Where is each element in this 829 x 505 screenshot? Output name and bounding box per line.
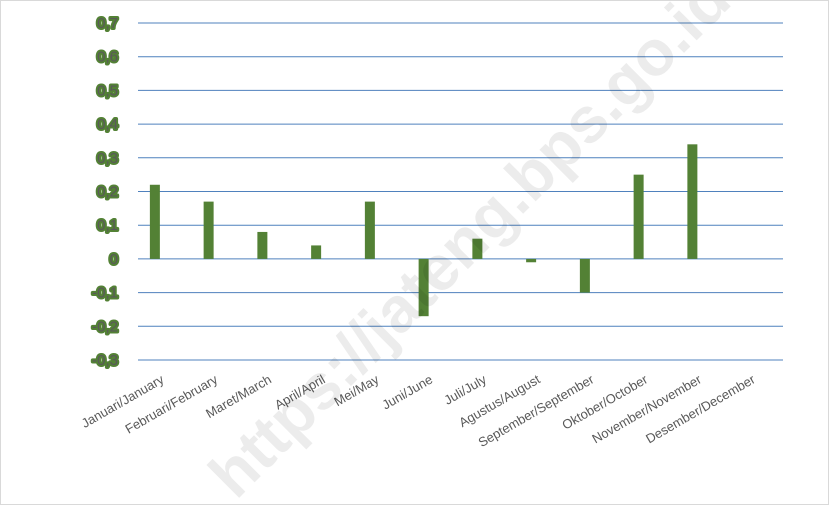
bar — [526, 258, 537, 263]
y-tick-label: 0,5 — [97, 82, 118, 99]
bar — [257, 231, 268, 259]
y-tick-label: 0 — [110, 251, 118, 268]
y-tick-label: 0,4 — [97, 116, 118, 133]
bar — [203, 201, 214, 259]
y-tick-label: -0,2 — [92, 318, 118, 335]
y-tick-label: 0,2 — [97, 184, 118, 201]
bar — [472, 238, 483, 259]
x-tick-label: Juni/June — [379, 372, 435, 413]
x-tick-label: Februari/February — [123, 371, 221, 436]
bar — [149, 184, 160, 259]
bar — [633, 174, 644, 259]
bar — [364, 201, 375, 259]
x-axis-ticks: Januari/JanuaryFebruari/FebruaryMaret/Ma… — [79, 371, 758, 450]
gridlines — [138, 22, 783, 361]
y-tick-label: -0,1 — [92, 285, 118, 302]
y-tick-label: 0,1 — [97, 217, 118, 234]
bar — [418, 258, 429, 317]
y-tick-label: 0,7 — [97, 15, 118, 32]
bar — [579, 258, 590, 293]
bar — [687, 144, 698, 259]
y-tick-label: 0,6 — [97, 49, 118, 66]
y-axis-ticks: 0,7 0,6 0,5 0,4 0,3 0,2 0,1 0 -0,1 -0,2 -0,3 — [90, 13, 120, 371]
y-tick-label: -0,3 — [92, 352, 118, 369]
y-tick-label: 0,3 — [97, 150, 118, 167]
bar — [311, 245, 322, 259]
bars — [149, 144, 698, 317]
